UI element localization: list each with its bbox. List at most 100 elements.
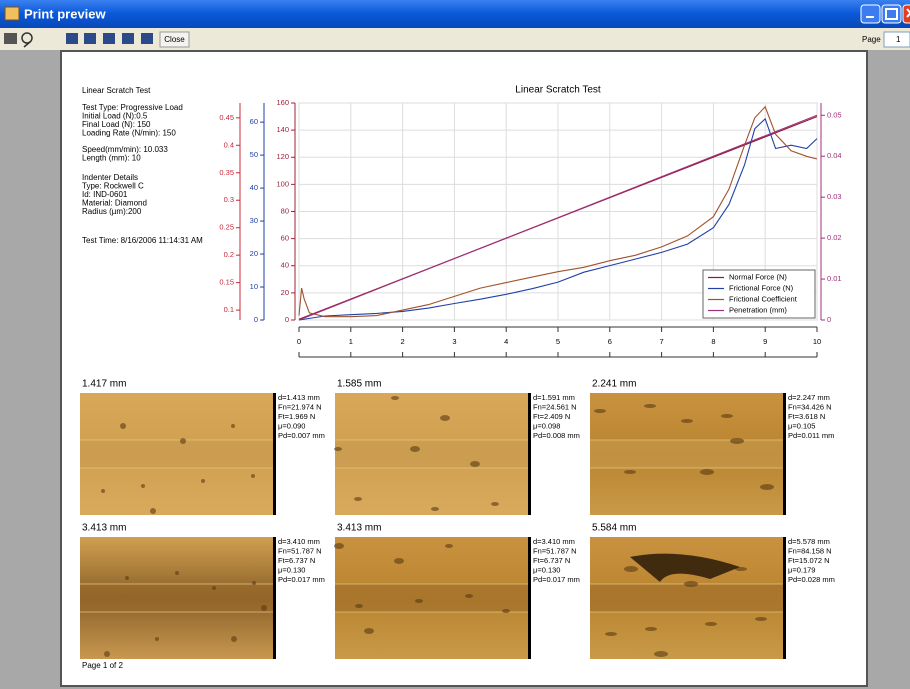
y-tick-label: 40: [281, 261, 289, 270]
surface-debris: [180, 438, 186, 444]
surface-debris: [755, 617, 767, 621]
y-tick-label: 20: [250, 249, 258, 258]
x-tick-label: 7: [660, 337, 664, 346]
y-tick-label: 0.1: [224, 305, 234, 314]
y-tick-label: 0.01: [827, 274, 842, 283]
info-line: Length (mm): 10: [82, 154, 141, 163]
surface-debris: [465, 594, 473, 598]
surface-debris: [410, 446, 420, 452]
surface-debris: [175, 571, 179, 575]
y-tick-label: 0: [285, 315, 289, 324]
surface-debris: [251, 474, 255, 478]
surface-debris: [700, 469, 714, 475]
surface-debris: [624, 566, 638, 572]
three-pages-icon[interactable]: [103, 33, 115, 44]
four-pages-icon[interactable]: [122, 33, 134, 44]
micrograph-stat: d=1.591 mm: [533, 393, 575, 402]
y-tick-label: 0.2: [224, 250, 234, 259]
surface-debris: [705, 622, 717, 626]
micrograph-stat: Fn=51.787 N: [533, 546, 577, 555]
surface-debris: [261, 605, 267, 611]
surface-debris: [120, 423, 126, 429]
image-border: [273, 393, 276, 515]
scratch-track: [80, 584, 273, 612]
surface-debris: [334, 447, 342, 451]
x-tick-label: 4: [504, 337, 508, 346]
two-pages-icon[interactable]: [84, 33, 96, 44]
surface-debris: [730, 438, 744, 444]
micrograph-stat: μ=0.090: [278, 421, 305, 430]
x-tick-label: 0: [297, 337, 301, 346]
y-tick-label: 40: [250, 183, 258, 192]
micrograph-stat: Fn=21.974 N: [278, 402, 322, 411]
y-tick-label: 30: [250, 216, 258, 225]
page-label: Page: [862, 35, 881, 44]
y-tick-label: 0.45: [219, 113, 234, 122]
micrograph-stat: Fn=84.158 N: [788, 546, 832, 555]
info-line: Radius (µm):200: [82, 207, 142, 216]
x-tick-label: 3: [452, 337, 456, 346]
page-number[interactable]: 1: [896, 35, 901, 44]
legend-label: Penetration (mm): [729, 305, 787, 314]
surface-debris: [354, 497, 362, 501]
y-tick-label: 0.25: [219, 223, 234, 232]
y-tick-label: 0.4: [224, 140, 234, 149]
print-preview-window: Print preview Close Page 1 Linear Scratc…: [0, 0, 910, 689]
surface-debris: [150, 508, 156, 514]
surface-debris: [101, 489, 105, 493]
micrograph-stat: μ=0.105: [788, 421, 815, 430]
y-tick-label: 0: [254, 315, 258, 324]
title-bar: [0, 0, 910, 28]
maximize-button[interactable]: [882, 5, 901, 23]
one-page-icon[interactable]: [66, 33, 78, 44]
y-tick-label: 0.35: [219, 168, 234, 177]
page: Print preview Close Page 1 Linear Scratc…: [0, 0, 910, 689]
micrograph-caption: 3.413 mm: [337, 523, 381, 534]
y-tick-label: 50: [250, 150, 258, 159]
minimize-icon: [866, 16, 874, 18]
micrograph-stat: d=3.410 mm: [278, 537, 320, 546]
print-icon[interactable]: [4, 33, 17, 44]
scratch-track: [590, 440, 783, 468]
y-tick-label: 80: [281, 206, 289, 215]
micrograph-stat: d=3.410 mm: [533, 537, 575, 546]
close-button-label[interactable]: Close: [164, 35, 185, 44]
surface-debris: [654, 651, 668, 657]
surface-debris: [104, 651, 110, 657]
micrograph-stat: Fn=51.787 N: [278, 546, 322, 555]
x-tick-label: 8: [711, 337, 715, 346]
surface-debris: [760, 484, 774, 490]
minimize-button[interactable]: [861, 5, 880, 23]
micrograph-stat: d=1.413 mm: [278, 393, 320, 402]
surface-debris: [440, 415, 450, 421]
y-tick-label: 0.03: [827, 192, 842, 201]
micrograph-stat: Ft=1.969 N: [278, 412, 315, 421]
x-tick-label: 1: [349, 337, 353, 346]
scratch-track: [80, 440, 273, 468]
surface-debris: [334, 543, 344, 549]
micrograph-stat: Ft=6.737 N: [533, 556, 570, 565]
y-tick-label: 0.15: [219, 278, 234, 287]
app-icon: [5, 7, 19, 20]
y-tick-label: 100: [276, 179, 289, 188]
micrograph-stat: Ft=2.409 N: [533, 412, 570, 421]
x-tick-label: 2: [401, 337, 405, 346]
x-tick-label: 6: [608, 337, 612, 346]
micrograph-caption: 3.413 mm: [82, 523, 126, 534]
micrograph-stat: Ft=3.618 N: [788, 412, 825, 421]
window-title: Print preview: [24, 6, 107, 21]
surface-debris: [212, 586, 216, 590]
x-tick-label: 9: [763, 337, 767, 346]
surface-debris: [645, 627, 657, 631]
surface-debris: [644, 404, 656, 408]
image-border: [783, 393, 786, 515]
micrograph-stat: μ=0.098: [533, 421, 560, 430]
scratch-track: [335, 440, 528, 468]
surface-debris: [431, 507, 439, 511]
micrograph-stat: Fn=24.561 N: [533, 402, 577, 411]
micrograph-stat: Pd=0.008 mm: [533, 431, 580, 440]
surface-debris: [594, 409, 606, 413]
y-tick-label: 140: [276, 125, 289, 134]
y-tick-label: 160: [276, 98, 289, 107]
six-pages-icon[interactable]: [141, 33, 153, 44]
